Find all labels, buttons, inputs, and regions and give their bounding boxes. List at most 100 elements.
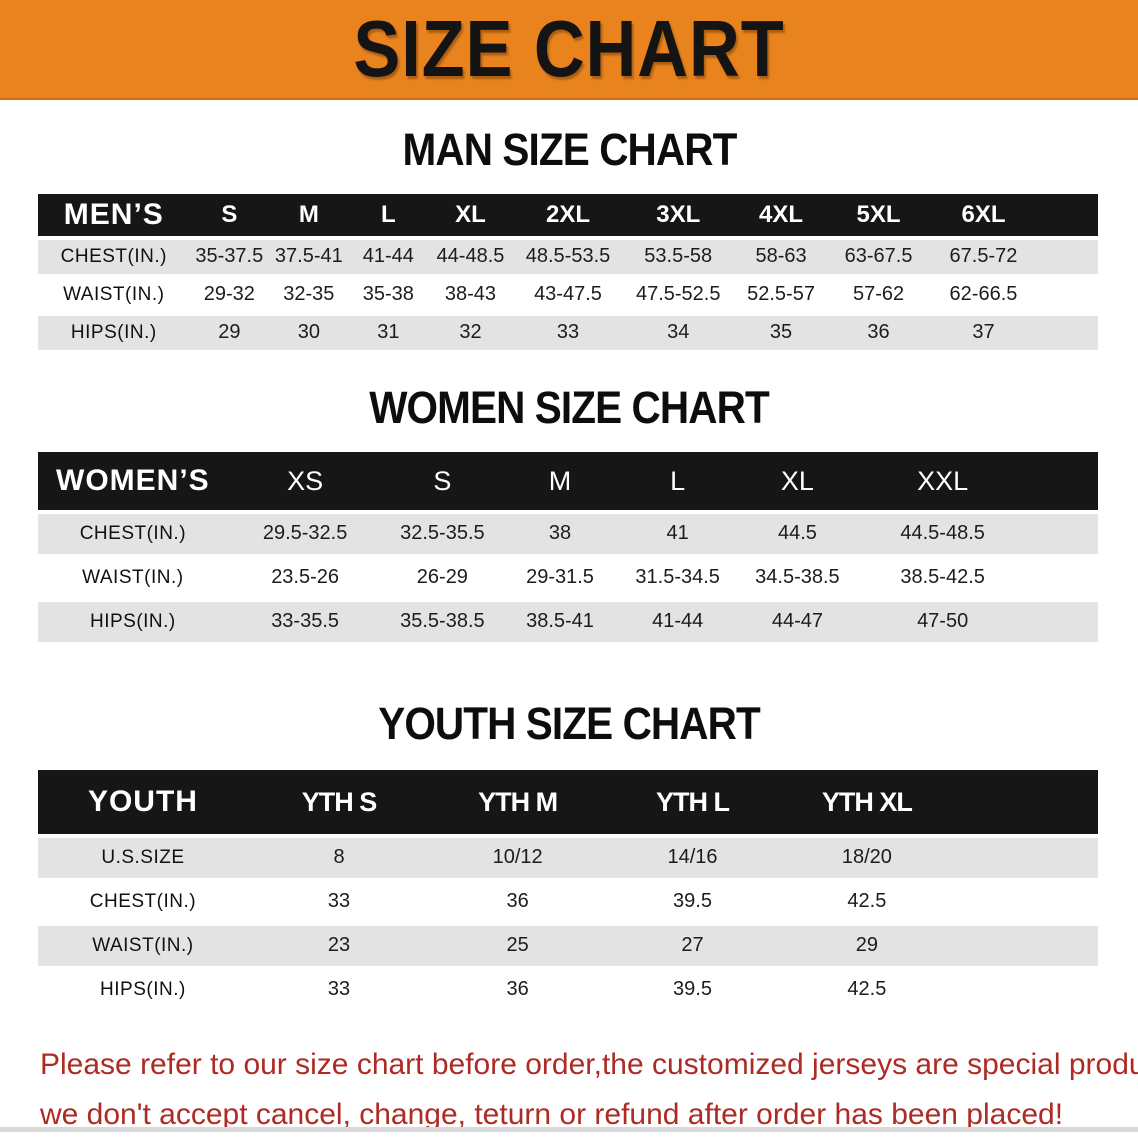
size-header-cell: XL [428,194,513,240]
row-label-cell: HIPS(IN.) [38,600,228,646]
measurement-row: HIPS(IN.) 29 30 31 32 33 34 35 36 37 [38,314,1098,354]
value-cell: 52.5-57 [733,276,829,316]
size-header-cell: L [617,452,738,514]
size-header-cell: YTH S [247,770,431,838]
banner: SIZE CHART [0,0,1138,100]
measurement-row: CHEST(IN.) 29.5-32.5 32.5-35.5 38 41 44.5 44.5… [38,512,1098,558]
size-header-cell: S [382,452,503,514]
value-cell: 29.5-32.5 [227,512,383,558]
row-label-cell: WAIST(IN.) [38,276,190,316]
youth-section-heading: YOUTH SIZE CHART [378,698,761,749]
value-cell: 47-50 [857,600,1028,646]
bottom-edge-strip [0,1127,1138,1132]
value-cell: 38.5-41 [502,600,618,646]
footer-line-2: we don't accept cancel, change, teturn o… [40,1098,1064,1131]
value-cell: 27 [605,924,780,970]
table-title-cell: WOMEN’S [38,452,228,514]
row-label-cell: WAIST(IN.) [38,924,248,970]
spacer-cell [953,924,1098,970]
measurement-row: WAIST(IN.) 23.5-26 26-29 29-31.5 31.5-34.5 34… [38,556,1098,602]
value-cell: 34.5-38.5 [737,556,858,602]
value-cell: 36 [430,880,606,926]
women-section-heading: WOMEN SIZE CHART [369,382,769,433]
measurement-row: CHEST(IN.) 35-37.5 37.5-41 41-44 44-48.5 48.5… [38,238,1098,278]
size-header-cell: S [189,194,270,240]
value-cell: 41-44 [348,238,429,278]
value-cell: 39.5 [605,968,780,1014]
spacer-cell [953,880,1098,926]
value-cell: 31.5-34.5 [617,556,738,602]
value-cell: 43-47.5 [512,276,624,316]
value-cell: 29-32 [189,276,270,316]
measurement-row: U.S.SIZE 8 10/12 14/16 18/20 [38,836,1098,882]
size-header-cell: M [502,452,618,514]
size-header-cell: XS [227,452,383,514]
size-header-cell: 3XL [623,194,734,240]
value-cell: 39.5 [605,880,780,926]
value-cell: 41-44 [617,600,738,646]
header-row: MEN’S S M L XL 2XL 3XL 4XL 5XL 6XL [38,194,1098,240]
value-cell: 37 [928,314,1039,354]
row-label-cell: HIPS(IN.) [38,314,190,354]
men-section: MAN SIZE CHART MEN’S S M L XL 2XL 3XL 4XL 5XL 6XL… [0,124,1138,354]
value-cell: 18/20 [779,836,954,882]
value-cell: 32 [428,314,513,354]
spacer-cell [953,968,1098,1014]
footer-note: Please refer to our size chart before or… [40,1040,1138,1140]
value-cell: 29 [779,924,954,970]
value-cell: 23 [247,924,431,970]
size-header-cell: 4XL [733,194,829,240]
size-header-cell: YTH XL [779,770,954,838]
value-cell: 38-43 [428,276,513,316]
measurement-row: HIPS(IN.) 33-35.5 35.5-38.5 38.5-41 41-44 44-… [38,600,1098,646]
spacer-cell [1038,276,1098,316]
row-label-cell: CHEST(IN.) [38,880,248,926]
value-cell: 33 [247,968,431,1014]
value-cell: 35.5-38.5 [382,600,503,646]
size-header-cell: L [348,194,429,240]
value-cell: 38.5-42.5 [857,556,1028,602]
value-cell: 41 [617,512,738,558]
value-cell: 36 [828,314,929,354]
value-cell: 33 [512,314,624,354]
row-label-cell: HIPS(IN.) [38,968,248,1014]
row-label-cell: CHEST(IN.) [38,238,190,278]
value-cell: 44-47 [737,600,858,646]
value-cell: 26-29 [382,556,503,602]
value-cell: 31 [348,314,429,354]
value-cell: 29 [189,314,270,354]
value-cell: 44-48.5 [428,238,513,278]
page-title: SIZE CHART [353,4,785,93]
value-cell: 32-35 [269,276,349,316]
value-cell: 35-38 [348,276,429,316]
youth-section: YOUTH SIZE CHART YOUTH YTH S YTH M YTH L YTH… [0,698,1138,1014]
header-row: YOUTH YTH S YTH M YTH L YTH XL [38,770,1098,838]
footer-line-1: Please refer to our size chart before or… [40,1048,1138,1081]
youth-size-table: YOUTH YTH S YTH M YTH L YTH XL U.S.SIZE 8 10/12… [38,770,1098,1014]
value-cell: 29-31.5 [502,556,618,602]
value-cell: 35 [733,314,829,354]
value-cell: 44.5-48.5 [857,512,1028,558]
value-cell: 58-63 [733,238,829,278]
value-cell: 25 [430,924,606,970]
size-header-cell: XXL [857,452,1028,514]
value-cell: 33 [247,880,431,926]
row-label-cell: WAIST(IN.) [38,556,228,602]
measurement-row: WAIST(IN.) 29-32 32-35 35-38 38-43 43-47.5 47.… [38,276,1098,316]
value-cell: 67.5-72 [928,238,1039,278]
value-cell: 32.5-35.5 [382,512,503,558]
spacer-cell [1038,238,1098,278]
value-cell: 14/16 [605,836,780,882]
spacer-cell [1038,194,1098,240]
value-cell: 38 [502,512,618,558]
size-header-cell: XL [737,452,858,514]
women-section: WOMEN SIZE CHART WOMEN’S XS S M L XL XXL CHEST(… [0,382,1138,646]
table-title-cell: MEN’S [38,194,190,240]
size-header-cell: 6XL [928,194,1039,240]
spacer-cell [1027,512,1098,558]
header-row: WOMEN’S XS S M L XL XXL [38,452,1098,514]
value-cell: 34 [623,314,734,354]
measurement-row: WAIST(IN.) 23 25 27 29 [38,924,1098,970]
table-title-cell: YOUTH [38,770,248,838]
value-cell: 44.5 [737,512,858,558]
